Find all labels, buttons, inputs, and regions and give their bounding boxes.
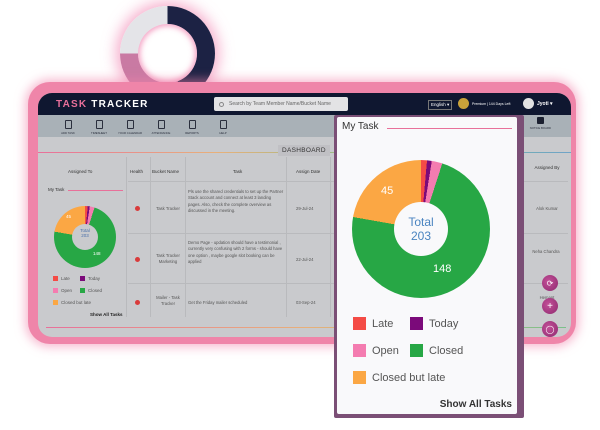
mini-legend-open[interactable]: Open (53, 288, 72, 293)
health-dot (135, 300, 140, 305)
legend-today[interactable]: Today (410, 317, 458, 330)
row3-assigned-by: Hemant (534, 295, 560, 301)
row2-bucket[interactable]: Task Tracker Marketing (156, 253, 180, 265)
toolbar-timesheet[interactable]: TIMESHEET (85, 120, 113, 137)
row1-bucket[interactable]: Task Tracker (156, 206, 180, 211)
search-icon (219, 101, 224, 107)
total-label: Total 203 (408, 215, 434, 244)
col-assign-date: Assign Date (296, 169, 321, 174)
dashboard-label: DASHBOARD (278, 145, 330, 156)
premium-badge-icon (458, 98, 469, 109)
row3-bucket[interactable]: Mailer - Task Tracker (156, 295, 180, 307)
calendar-icon (126, 120, 134, 129)
col-task: Task (233, 169, 243, 174)
closed-swatch-icon (410, 344, 423, 357)
legend-closed-late[interactable]: Closed but late (353, 371, 445, 384)
mini-legend-closed-late[interactable]: Closed but late (53, 300, 91, 305)
toolbar-notice-board[interactable]: NOTICE BOARD (530, 117, 551, 130)
plus-icon: + (547, 300, 553, 312)
avatar[interactable] (523, 98, 534, 109)
top-bar: TASK TRACKER Search by Team Member Name/… (38, 93, 571, 115)
mini-my-task-title: My Task (48, 187, 65, 192)
row1-date: 29-Jul-24 (296, 206, 314, 211)
health-dot (135, 257, 140, 262)
mini-legend-late[interactable]: Late (53, 276, 70, 281)
show-all-tasks-link[interactable]: Show All Tasks (439, 399, 512, 410)
help-icon (219, 120, 227, 129)
toolbar-help[interactable]: HELP (209, 120, 237, 137)
row2-date: 22-Jul-24 (296, 257, 314, 262)
attendance-icon (157, 120, 165, 129)
row3-date: 03-Sep-24 (296, 300, 316, 305)
closed-late-value: 45 (381, 185, 394, 197)
reports-icon (188, 120, 196, 129)
legend-closed[interactable]: Closed (410, 344, 463, 357)
legend-late[interactable]: Late (353, 317, 393, 330)
my-task-card: My Task Total 203 45 148 Late Today Open … (337, 117, 517, 414)
col-bucket: Bucket Name (152, 169, 180, 174)
plan-status: Premium | 144 Days Left (472, 102, 511, 106)
closed-late-swatch-icon (353, 371, 366, 384)
timer-icon: ⟳ (546, 278, 554, 288)
closed-value: 148 (433, 263, 452, 275)
row1-assigned-by: Alok Kumar (536, 206, 558, 211)
col-assigned-to: Assigned To (68, 169, 93, 174)
mini-total: Total 203 (80, 228, 90, 239)
col-assigned-by: Assigned By (534, 165, 560, 170)
toolbar-attendance[interactable]: ATTENDANCE (147, 120, 175, 137)
toolbar-calendar[interactable]: YOUR CALENDAR (116, 120, 144, 137)
my-task-title: My Task (342, 121, 379, 132)
row2-assigned-by: Neha Chandra (532, 249, 560, 254)
timesheet-icon (95, 120, 103, 129)
mini-show-all-link[interactable]: Show All Tasks (90, 312, 123, 317)
user-menu[interactable]: Jyoti ▾ (537, 101, 553, 107)
chat-icon: ◯ (545, 324, 555, 334)
toolbar-add-task[interactable]: ADD TASK (54, 120, 82, 137)
chat-button[interactable]: ◯ (542, 321, 558, 337)
timer-button[interactable]: ⟳ (542, 275, 558, 291)
health-dot (135, 206, 140, 211)
row3-task[interactable]: Get the Friday mailer scheduled (188, 300, 248, 305)
toolbar-reports[interactable]: REPORTS (178, 120, 206, 137)
open-swatch-icon (353, 344, 366, 357)
row1-task[interactable]: Pls use the shared credentials to set up… (188, 189, 284, 213)
legend-open[interactable]: Open (353, 344, 399, 357)
row2-task[interactable]: Demo Page - updation should have a testi… (188, 240, 283, 264)
mini-legend-today[interactable]: Today (80, 276, 100, 281)
donut-chart[interactable] (352, 160, 490, 298)
today-swatch-icon (410, 317, 423, 330)
search-input[interactable]: Search by Team Member Name/Bucket Name (214, 97, 348, 111)
col-health: Health (130, 169, 144, 174)
app-logo[interactable]: TASK TRACKER (56, 98, 149, 110)
add-button[interactable]: + (542, 298, 558, 314)
notice-board-icon (536, 117, 544, 124)
mini-donut-chart[interactable] (54, 206, 116, 268)
add-task-icon (64, 120, 72, 129)
language-select[interactable]: English ▾ (428, 100, 453, 110)
mini-legend-closed[interactable]: Closed (80, 288, 102, 293)
late-swatch-icon (353, 317, 366, 330)
